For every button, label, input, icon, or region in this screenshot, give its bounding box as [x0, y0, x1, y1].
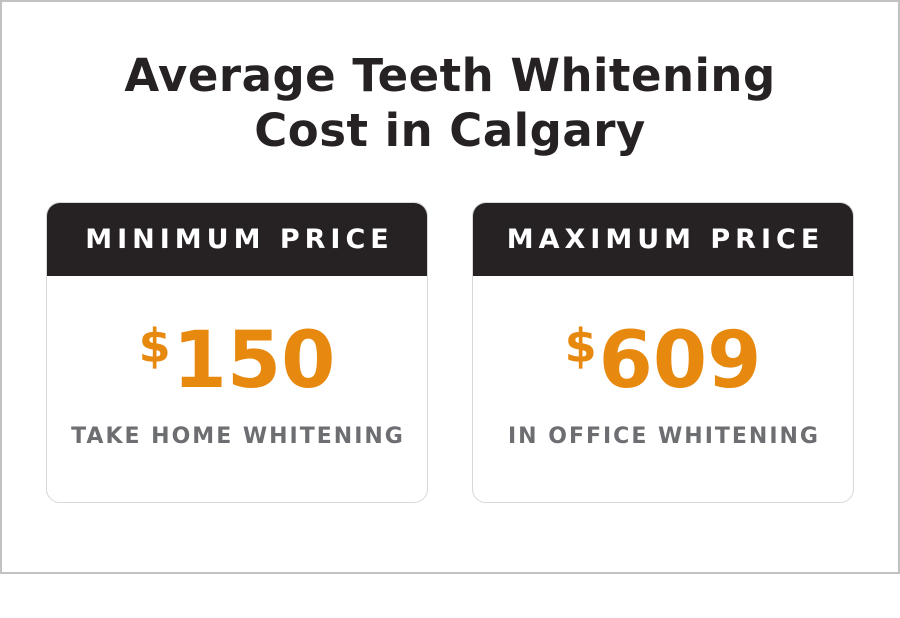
card-minimum-price: MINIMUM PRICE $150 TAKE HOME WHITENING — [46, 202, 428, 503]
dollar-sign: $ — [138, 319, 171, 373]
minimum-price-amount: 150 — [172, 316, 336, 406]
page-title-line-1: Average Teeth Whitening — [124, 49, 776, 102]
maximum-price-body: $609 IN OFFICE WHITENING — [473, 276, 853, 449]
minimum-price-header-label: MINIMUM PRICE — [85, 224, 394, 255]
minimum-price-header: MINIMUM PRICE — [47, 203, 427, 276]
maximum-price-label: IN OFFICE WHITENING — [507, 424, 820, 449]
teeth-whitening-cost-infographic: Average Teeth Whitening Cost in Calgary … — [2, 48, 898, 618]
maximum-price-header-label: MAXIMUM PRICE — [506, 224, 825, 255]
maximum-price-header: MAXIMUM PRICE — [473, 203, 853, 276]
maximum-price-value: $609 — [473, 322, 853, 400]
price-cards-row: MINIMUM PRICE $150 TAKE HOME WHITENING M… — [2, 202, 898, 503]
minimum-price-body: $150 TAKE HOME WHITENING — [47, 276, 427, 449]
minimum-price-label: TAKE HOME WHITENING — [71, 424, 405, 449]
maximum-price-amount: 609 — [598, 316, 762, 406]
minimum-price-value: $150 — [47, 322, 427, 400]
card-maximum-price: MAXIMUM PRICE $609 IN OFFICE WHITENING — [472, 202, 854, 503]
page-title: Average Teeth Whitening Cost in Calgary — [2, 48, 898, 158]
page-title-line-2: Cost in Calgary — [254, 104, 646, 157]
dollar-sign: $ — [564, 319, 597, 373]
